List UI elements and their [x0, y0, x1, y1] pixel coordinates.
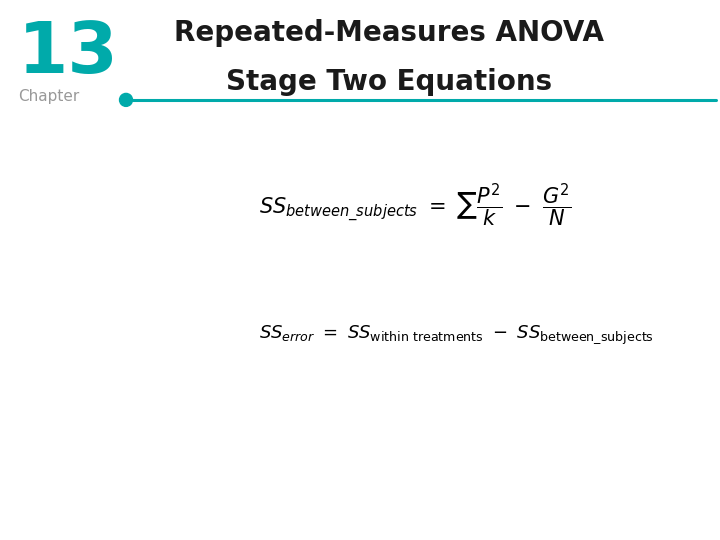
Text: $\mathit{SS}_{\mathit{error}}\ =\ \mathit{SS}_{\rm within\ treatments}\ -\ \math: $\mathit{SS}_{\mathit{error}}\ =\ \mathi…: [259, 323, 654, 346]
Text: Chapter: Chapter: [18, 89, 79, 104]
Text: Repeated-Measures ANOVA: Repeated-Measures ANOVA: [174, 19, 604, 47]
Text: $\mathit{SS}_{\mathit{between\_subjects}}\ =\ \sum\dfrac{P^2}{k}\ -\ \dfrac{G^2}: $\mathit{SS}_{\mathit{between\_subjects}…: [259, 181, 572, 229]
Text: 13: 13: [18, 19, 119, 88]
Ellipse shape: [120, 93, 132, 106]
Text: Stage Two Equations: Stage Two Equations: [226, 68, 552, 96]
